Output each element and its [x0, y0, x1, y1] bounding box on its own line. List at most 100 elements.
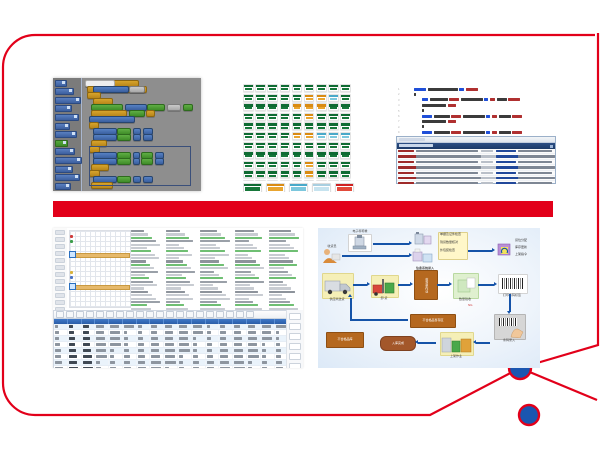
table-column-header[interactable] [95, 319, 110, 324]
sheet-tool-button[interactable] [55, 265, 65, 270]
palette-block[interactable] [55, 165, 73, 173]
status-card[interactable] [291, 141, 303, 150]
palette-block[interactable] [55, 88, 74, 96]
table-cell[interactable] [68, 360, 82, 365]
gantt-bar[interactable] [72, 253, 130, 258]
code-block[interactable] [117, 158, 131, 165]
log-row[interactable] [397, 165, 555, 171]
table-cell[interactable] [109, 360, 123, 365]
sheet-side-button[interactable] [289, 333, 301, 340]
status-card[interactable] [316, 93, 327, 102]
table-cell[interactable] [109, 354, 123, 359]
status-card[interactable] [267, 103, 278, 112]
table-cell[interactable] [233, 324, 247, 329]
status-card[interactable] [303, 151, 315, 160]
table-cell[interactable] [192, 360, 206, 365]
table-cell[interactable] [137, 336, 151, 341]
status-card[interactable] [340, 112, 351, 121]
table-cell[interactable] [192, 330, 206, 335]
table-cell[interactable] [178, 336, 192, 341]
status-card[interactable] [267, 179, 278, 181]
table-toolbar-button[interactable] [246, 311, 254, 318]
log-row[interactable] [397, 160, 555, 166]
blocks-editor-panel[interactable] [53, 78, 201, 191]
log-row[interactable] [397, 171, 555, 176]
table-toolbar-button[interactable] [166, 311, 174, 318]
table-cell[interactable] [123, 360, 137, 365]
table-cell[interactable] [192, 342, 206, 347]
status-card[interactable] [316, 179, 327, 181]
status-card[interactable] [328, 131, 339, 140]
table-cell[interactable] [247, 354, 261, 359]
status-card[interactable] [291, 112, 303, 121]
table-cell[interactable] [82, 366, 96, 368]
table-cell[interactable] [247, 336, 261, 341]
status-card[interactable] [328, 103, 339, 112]
table-cell[interactable] [109, 366, 123, 368]
log-row[interactable] [397, 176, 555, 182]
sheet-tool-button[interactable] [55, 244, 65, 249]
table-cell[interactable] [247, 330, 261, 335]
table-cell[interactable] [219, 366, 234, 368]
table-toolbar-button[interactable] [76, 311, 84, 318]
status-card[interactable] [316, 160, 327, 169]
status-card[interactable] [279, 84, 291, 92]
table-toolbar-button[interactable] [216, 311, 224, 318]
table-toolbar-button[interactable] [146, 311, 154, 318]
status-card[interactable] [291, 170, 303, 179]
status-card[interactable] [243, 131, 254, 140]
palette-block[interactable] [55, 79, 67, 87]
status-card[interactable] [255, 93, 266, 102]
log-tab[interactable] [399, 138, 425, 141]
table-cell[interactable] [150, 366, 165, 368]
table-cell[interactable] [54, 348, 68, 353]
table-header-row[interactable] [54, 319, 303, 324]
status-card[interactable] [279, 131, 291, 140]
table-cell[interactable] [137, 354, 151, 359]
table-cell[interactable] [109, 336, 123, 341]
table-cell[interactable] [247, 324, 261, 329]
table-cell[interactable] [233, 354, 247, 359]
sheet-tool-button[interactable] [55, 251, 65, 256]
table-toolbar-button[interactable] [56, 311, 64, 318]
sheet-grid[interactable] [69, 230, 131, 308]
status-card[interactable] [255, 151, 266, 160]
table-toolbar-button[interactable] [136, 311, 144, 318]
status-card[interactable] [243, 160, 254, 169]
table-cell[interactable] [164, 330, 179, 335]
table-cell[interactable] [54, 354, 68, 359]
table-cell[interactable] [95, 348, 110, 353]
status-card[interactable] [316, 151, 327, 160]
status-card[interactable] [243, 179, 254, 181]
table-cell[interactable] [54, 336, 68, 341]
code-block[interactable] [143, 134, 153, 141]
table-cell[interactable] [164, 348, 179, 353]
table-cell[interactable] [233, 366, 247, 368]
code-block[interactable] [93, 86, 129, 93]
status-card[interactable] [291, 84, 303, 92]
table-cell[interactable] [219, 324, 234, 329]
code-block[interactable] [91, 164, 109, 171]
table-cell[interactable] [178, 330, 192, 335]
sheet-tool-button[interactable] [55, 293, 65, 298]
table-cell[interactable] [164, 354, 179, 359]
log-row[interactable] [397, 154, 555, 160]
status-card[interactable] [291, 179, 303, 181]
status-card[interactable] [328, 84, 339, 92]
status-card[interactable] [279, 112, 291, 121]
status-card[interactable] [328, 93, 339, 102]
status-card[interactable] [243, 151, 254, 160]
table-cell[interactable] [206, 366, 220, 368]
status-card-grid[interactable] [243, 84, 351, 181]
status-card[interactable] [340, 170, 351, 179]
table-cell[interactable] [247, 348, 261, 353]
table-cell[interactable] [54, 330, 68, 335]
table-column-header[interactable] [150, 319, 165, 324]
status-card[interactable] [267, 131, 278, 140]
status-card[interactable] [291, 160, 303, 169]
table-cell[interactable] [192, 354, 206, 359]
table-cell[interactable] [150, 342, 165, 347]
table-cell[interactable] [68, 330, 82, 335]
code-block[interactable] [147, 104, 165, 111]
